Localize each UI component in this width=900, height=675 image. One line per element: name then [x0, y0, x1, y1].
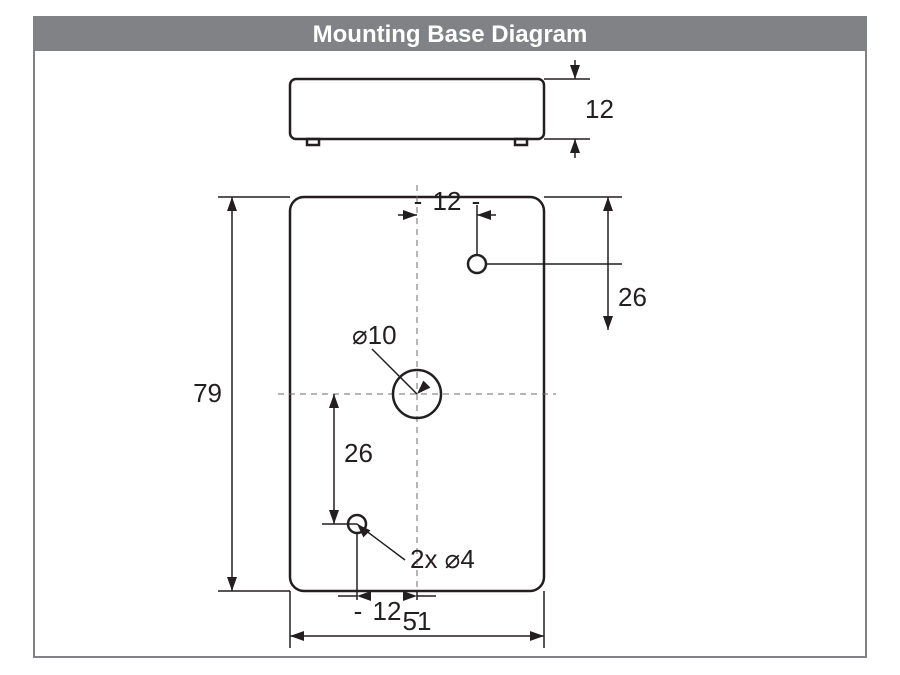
- dim-height-79: 79: [193, 197, 290, 591]
- svg-text:-: -: [472, 186, 481, 216]
- svg-text:-: -: [412, 596, 421, 626]
- dim-screw-holes: 2x ⌀4: [410, 544, 475, 574]
- svg-text:-: -: [354, 596, 363, 626]
- dim-side-height: 12: [585, 94, 614, 124]
- dim-bottom-hole-y: 26: [322, 394, 373, 524]
- dim-center-dia: ⌀10: [352, 320, 397, 350]
- dim-top-hole-y: 26: [486, 197, 647, 330]
- dim-plate-height: 79: [193, 378, 222, 408]
- front-view: ⌀10 2x ⌀4: [278, 185, 556, 603]
- dim-top-hole-y-label: 26: [618, 282, 647, 312]
- svg-text:-: -: [414, 186, 423, 216]
- side-view: 12: [290, 60, 614, 158]
- title-text: Mounting Base Diagram: [313, 21, 588, 48]
- dim-bottom-hole-y-label: 26: [344, 438, 373, 468]
- diagram-svg: Mounting Base Diagram 12 ⌀10 2x: [0, 0, 900, 675]
- dim-top-hole-x-label: 12: [433, 186, 462, 216]
- dim-bottom-hole-x-label: 12: [373, 596, 402, 626]
- diagram-stage: Mounting Base Diagram 12 ⌀10 2x: [0, 0, 900, 675]
- screw-hole-top: [468, 255, 486, 273]
